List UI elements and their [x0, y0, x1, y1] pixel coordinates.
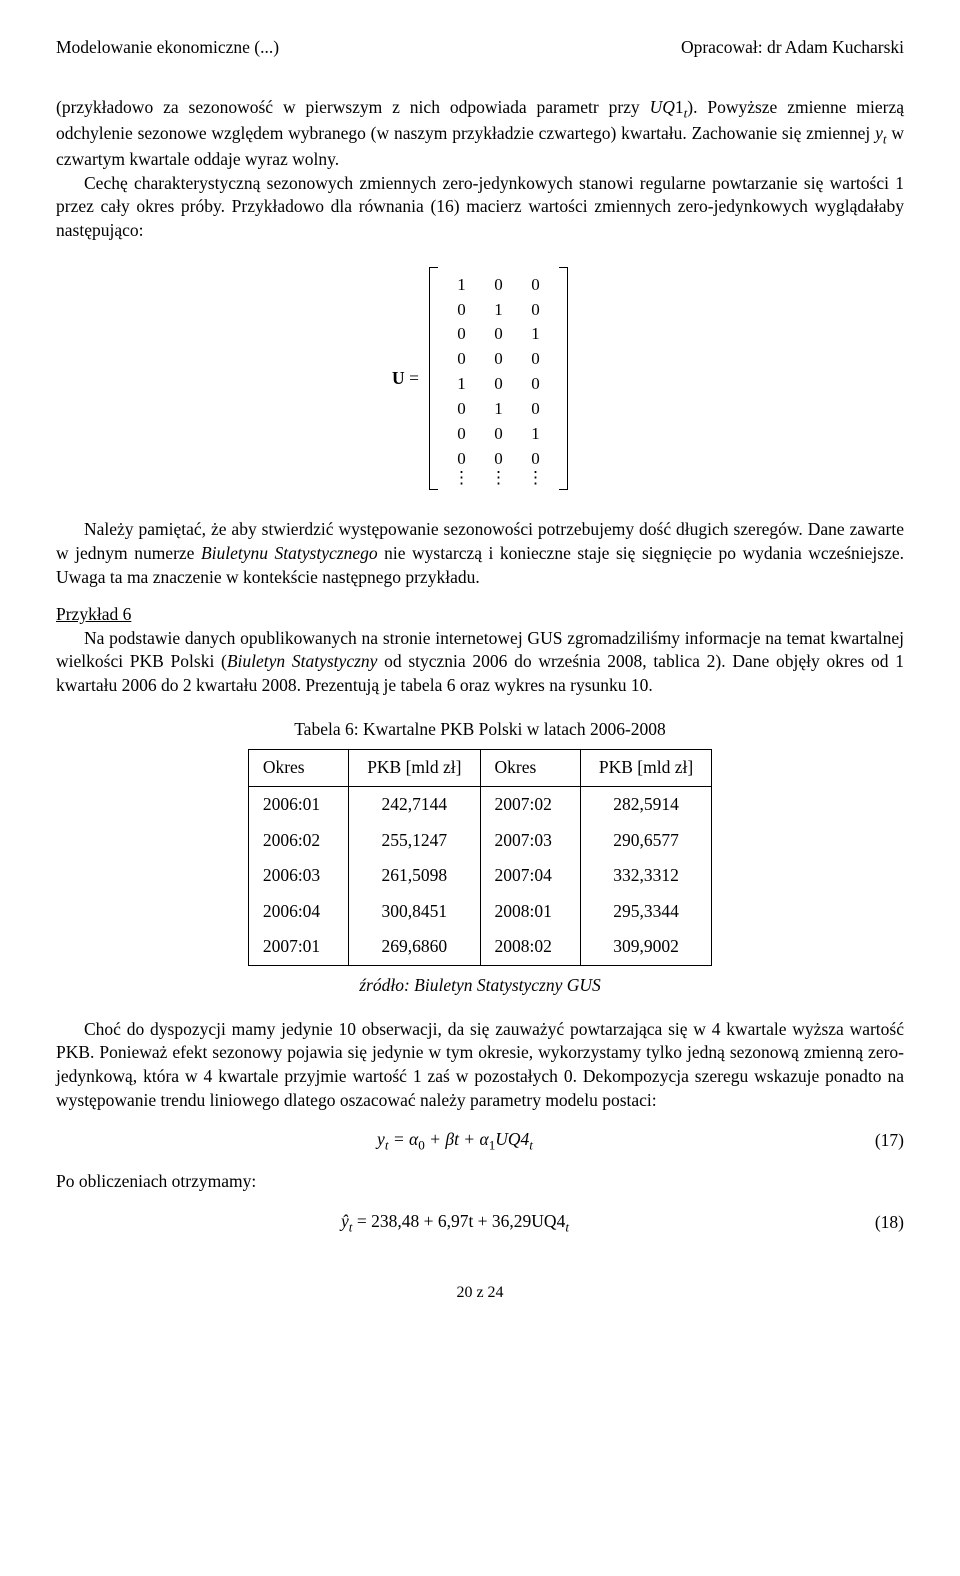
matrix-cell: 0: [443, 298, 480, 323]
matrix-cell: 0: [480, 322, 517, 347]
table-header: Okres: [248, 750, 348, 787]
table-header: PKB [mld zł]: [349, 750, 480, 787]
table-cell: 2006:01: [248, 786, 348, 822]
matrix-cell: 0: [480, 372, 517, 397]
matrix-cell: 0: [443, 322, 480, 347]
paragraph-5: Choć do dyspozycji mamy jedynie 10 obser…: [56, 1018, 904, 1113]
matrix-cell: 1: [480, 298, 517, 323]
table-cell: 2007:02: [480, 786, 580, 822]
eq18-y: ŷ: [341, 1211, 349, 1231]
eq17-y: y: [377, 1129, 385, 1149]
table-cell: 2006:03: [248, 858, 348, 894]
table-cell: 242,7144: [349, 786, 480, 822]
paragraph-1: (przykładowo za sezonowość w pierwszym z…: [56, 96, 904, 243]
p1-var1: UQ: [650, 97, 675, 117]
eq18-s2: t: [565, 1219, 569, 1234]
matrix-cell: 0: [480, 347, 517, 372]
equation-18: ŷt = 238,48 + 6,97t + 36,29UQ4t (18): [56, 1210, 904, 1236]
equation-17: yt = α0 + βt + α1UQ4t (17): [56, 1128, 904, 1154]
table-cell: 2007:01: [248, 929, 348, 965]
header-left: Modelowanie ekonomiczne (...): [56, 36, 279, 60]
eq18-mid: = 238,48 + 6,97t + 36,29UQ4: [352, 1211, 565, 1231]
matrix-cell: 0: [480, 273, 517, 298]
matrix-cell: 1: [480, 397, 517, 422]
table-cell: 2007:03: [480, 823, 580, 859]
table-cell: 332,3312: [580, 858, 711, 894]
paragraph-2: Cechę charakterystyczną sezonowych zmien…: [56, 172, 904, 243]
header-right: Opracował: dr Adam Kucharski: [681, 36, 904, 60]
eq17-after: UQ4: [495, 1129, 529, 1149]
eq17-num: (17): [854, 1129, 904, 1153]
example-title: Przykład 6: [56, 604, 131, 624]
p1-var1b: 1: [675, 97, 684, 117]
matrix-cell: ⋮: [517, 472, 554, 484]
matrix-equation: U = 100010001000100010001000⋮⋮⋮: [56, 267, 904, 491]
matrix-cell: 0: [517, 298, 554, 323]
table-caption: Tabela 6: Kwartalne PKB Polski w latach …: [56, 718, 904, 742]
matrix-cell: 1: [443, 273, 480, 298]
table-source: źródło: Biuletyn Statystyczny GUS: [56, 974, 904, 998]
paragraph-3: Należy pamiętać, że aby stwierdzić wystę…: [56, 518, 904, 589]
matrix-cell: ⋮: [443, 472, 480, 484]
matrix-cell: 1: [517, 422, 554, 447]
table-header: PKB [mld zł]: [580, 750, 711, 787]
p3-b: Biuletynu Statystycznego: [201, 543, 378, 563]
eq18-num: (18): [854, 1211, 904, 1235]
page-footer: 20 z 24: [56, 1282, 904, 1304]
table-cell: 290,6577: [580, 823, 711, 859]
table-cell: 2008:01: [480, 894, 580, 930]
eq17-m2: + βt + α: [425, 1129, 489, 1149]
matrix-cell: 0: [443, 347, 480, 372]
matrix-label: U =: [392, 367, 419, 391]
eq17-s4: t: [529, 1138, 533, 1153]
table-cell: 2007:04: [480, 858, 580, 894]
table-header: Okres: [480, 750, 580, 787]
table-cell: 261,5098: [349, 858, 480, 894]
matrix-cell: 0: [443, 397, 480, 422]
p4-b: Biuletyn Statystyczny: [227, 651, 378, 671]
table-cell: 255,1247: [349, 823, 480, 859]
matrix-cell: 1: [443, 372, 480, 397]
matrix-cell: 0: [517, 397, 554, 422]
page-header: Modelowanie ekonomiczne (...) Opracował:…: [56, 36, 904, 60]
table-cell: 2008:02: [480, 929, 580, 965]
p5-text: Choć do dyspozycji mamy jedynie 10 obser…: [56, 1018, 904, 1113]
paragraph-6: Po obliczeniach otrzymamy:: [56, 1170, 904, 1194]
table-cell: 269,6860: [349, 929, 480, 965]
matrix-cell: 0: [517, 347, 554, 372]
matrix-cell: ⋮: [480, 472, 517, 484]
matrix-cell: 0: [480, 422, 517, 447]
data-table: OkresPKB [mld zł]OkresPKB [mld zł]2006:0…: [248, 749, 712, 966]
matrix-cell: 0: [517, 273, 554, 298]
table-cell: 2006:02: [248, 823, 348, 859]
table-cell: 295,3344: [580, 894, 711, 930]
matrix-body: 100010001000100010001000⋮⋮⋮: [429, 267, 568, 491]
matrix-cell: 0: [517, 372, 554, 397]
matrix-cell: 1: [517, 322, 554, 347]
example-6: Przykład 6 Na podstawie danych opublikow…: [56, 603, 904, 698]
matrix-cell: 0: [443, 422, 480, 447]
table-cell: 282,5914: [580, 786, 711, 822]
eq17-m1: = α: [388, 1129, 418, 1149]
p1-a: (przykładowo za sezonowość w pierwszym z…: [56, 97, 650, 117]
p1-var2: y: [875, 123, 883, 143]
table-cell: 2006:04: [248, 894, 348, 930]
table-cell: 309,9002: [580, 929, 711, 965]
table-cell: 300,8451: [349, 894, 480, 930]
